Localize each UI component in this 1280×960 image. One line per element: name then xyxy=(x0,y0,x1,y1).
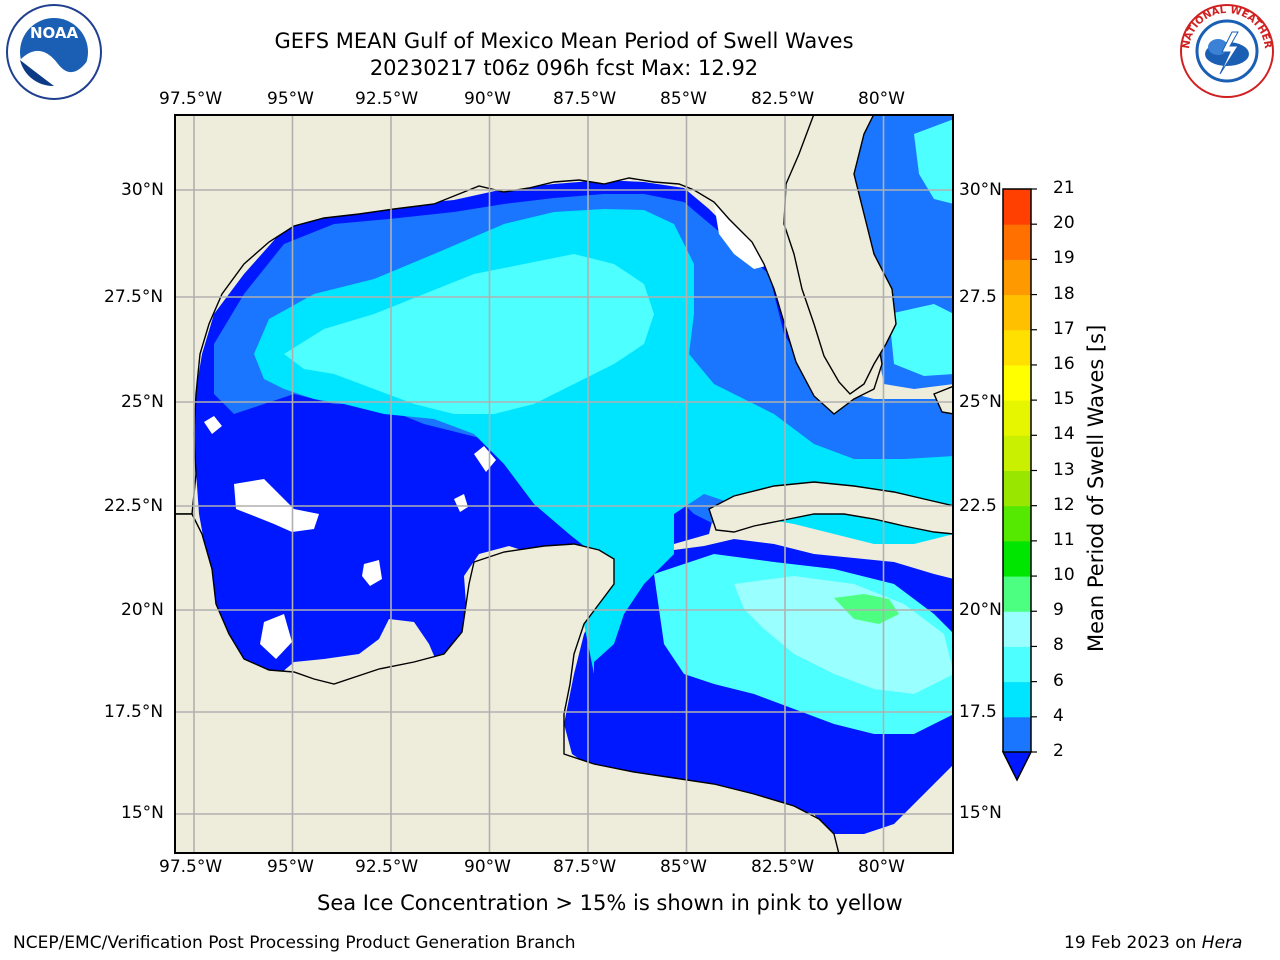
lon-label-bottom: 87.5°W xyxy=(553,857,617,877)
lon-label-top: 87.5°W xyxy=(553,89,617,109)
colorbar xyxy=(1001,188,1037,782)
colorbar-segment xyxy=(1003,364,1031,401)
colorbar-segment xyxy=(1003,576,1031,612)
colorbar-segment xyxy=(1003,259,1031,296)
lat-label-left: 30°N xyxy=(121,180,164,200)
colorbar-segment xyxy=(1003,294,1031,331)
colorbar-tick-label: 13 xyxy=(1053,459,1075,480)
lat-label-right: 25°N xyxy=(959,392,1002,412)
lat-label-right: 30°N xyxy=(959,180,1002,200)
colorbar-tick-label: 2 xyxy=(1053,741,1064,761)
colorbar-tick-label: 4 xyxy=(1053,705,1064,726)
colorbar-tick-label: 11 xyxy=(1053,529,1075,550)
footer-host: Hera xyxy=(1201,933,1243,953)
map-plot xyxy=(174,114,954,854)
colorbar-tick-label: 14 xyxy=(1053,424,1075,445)
colorbar-segment xyxy=(1003,329,1031,366)
lat-label-right: 22.5 xyxy=(959,496,997,516)
colorbar-label: Mean Period of Swell Waves [s] xyxy=(1084,324,1108,652)
coastlines xyxy=(174,114,954,854)
colorbar-segment xyxy=(1003,611,1031,647)
colorbar-segment xyxy=(1003,435,1031,471)
lon-label-bottom: 85°W xyxy=(660,857,707,877)
nws-logo-icon: NATIONAL WEATHER SERVICE xyxy=(1176,2,1274,98)
colorbar-segment xyxy=(1003,224,1031,260)
lon-label-top: 95°W xyxy=(267,89,314,109)
colorbar-segment xyxy=(1003,716,1031,753)
lon-label-bottom: 90°W xyxy=(464,857,511,877)
lon-label-top: 97.5°W xyxy=(159,89,223,109)
colorbar-segment xyxy=(1003,646,1031,683)
colorbar-tick-label: 10 xyxy=(1053,565,1075,586)
lat-label-left: 25°N xyxy=(121,392,164,412)
lon-label-bottom: 97.5°W xyxy=(159,857,223,877)
lon-label-top: 82.5°W xyxy=(751,89,815,109)
colorbar-tick-label: 9 xyxy=(1053,600,1064,621)
colorbar-tick-label: 17 xyxy=(1053,318,1075,339)
lat-label-left: 15°N xyxy=(121,803,164,823)
lat-label-left: 22.5°N xyxy=(104,496,164,516)
colorbar-tick-label: 16 xyxy=(1053,353,1075,374)
colorbar-tick-label: 18 xyxy=(1053,283,1075,304)
footer-credit: NCEP/EMC/Verification Post Processing Pr… xyxy=(13,933,576,953)
colorbar-segment xyxy=(1003,681,1031,718)
sea-ice-note: Sea Ice Concentration > 15% is shown in … xyxy=(317,891,903,915)
colorbar-segment xyxy=(1003,505,1031,542)
footer-date: 19 Feb 2023 on Hera xyxy=(1064,933,1242,953)
footer-date-text: 19 Feb 2023 on xyxy=(1064,933,1202,953)
noaa-logo-text: NOAA xyxy=(30,24,79,42)
map-subtitle: 20230217 t06z 096h fcst Max: 12.92 xyxy=(369,56,759,80)
lat-label-right: 15°N xyxy=(959,803,1002,823)
colorbar-segment xyxy=(1003,189,1031,225)
colorbar-tick-label: 21 xyxy=(1053,178,1075,198)
lon-label-bottom: 92.5°W xyxy=(355,857,419,877)
colorbar-tick-label: 19 xyxy=(1053,248,1075,269)
lat-label-left: 20°N xyxy=(121,600,164,620)
lon-label-top: 80°W xyxy=(858,89,905,109)
colorbar-tick-label: 6 xyxy=(1053,670,1064,691)
colorbar-tick-label: 12 xyxy=(1053,494,1075,515)
lat-label-left: 27.5°N xyxy=(104,287,164,307)
colorbar-under-arrow xyxy=(1001,751,1033,782)
colorbar-tick-label: 20 xyxy=(1053,213,1075,234)
lat-label-left: 17.5°N xyxy=(104,702,164,722)
graticule xyxy=(174,114,954,854)
colorbar-segment xyxy=(1003,400,1031,436)
lon-label-bottom: 82.5°W xyxy=(751,857,815,877)
lon-label-top: 90°W xyxy=(464,89,511,109)
lon-label-top: 92.5°W xyxy=(355,89,419,109)
noaa-logo-icon: NOAA xyxy=(6,4,102,100)
map-title: GEFS MEAN Gulf of Mexico Mean Period of … xyxy=(274,29,854,53)
colorbar-tick-label: 8 xyxy=(1053,635,1064,656)
colorbar-segment xyxy=(1003,470,1031,507)
lat-label-right: 20°N xyxy=(959,600,1002,620)
lon-label-bottom: 80°W xyxy=(858,857,905,877)
lat-label-right: 17.5 xyxy=(959,702,997,722)
colorbar-segment xyxy=(1003,540,1031,577)
lon-label-bottom: 95°W xyxy=(267,857,314,877)
map-frame xyxy=(174,114,954,854)
lat-label-right: 27.5 xyxy=(959,287,997,307)
lon-label-top: 85°W xyxy=(660,89,707,109)
colorbar-tick-label: 15 xyxy=(1053,389,1075,410)
